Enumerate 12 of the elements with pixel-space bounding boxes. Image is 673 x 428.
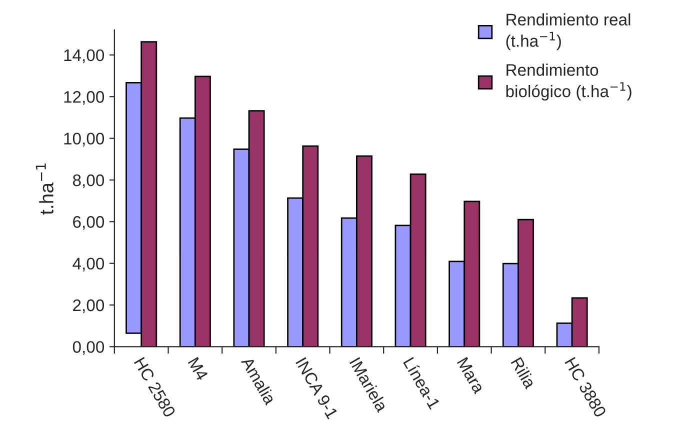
y-tick-label: 14,00 [64,49,104,64]
x-tick-label: M4 [188,356,208,382]
y-tick-label: 6,00 [73,216,104,230]
y-tick-label: 12,00 [64,91,104,105]
y-tick-label: 8,00 [72,174,104,188]
legend-label: Rendimiento real (t.ha$^{−1}$) [506,13,630,50]
y-tick-label: 0,00 [72,341,104,355]
y-axis-title: t.ha$^{−1}$ [36,164,54,215]
y-tick-label: 10,00 [64,132,104,146]
legend-label: Rendimiento biológico (t.ha$^{−1}$) [506,64,632,101]
y-tick-label: 2,00 [73,299,104,314]
y-tick-label: 4,00 [72,258,104,272]
